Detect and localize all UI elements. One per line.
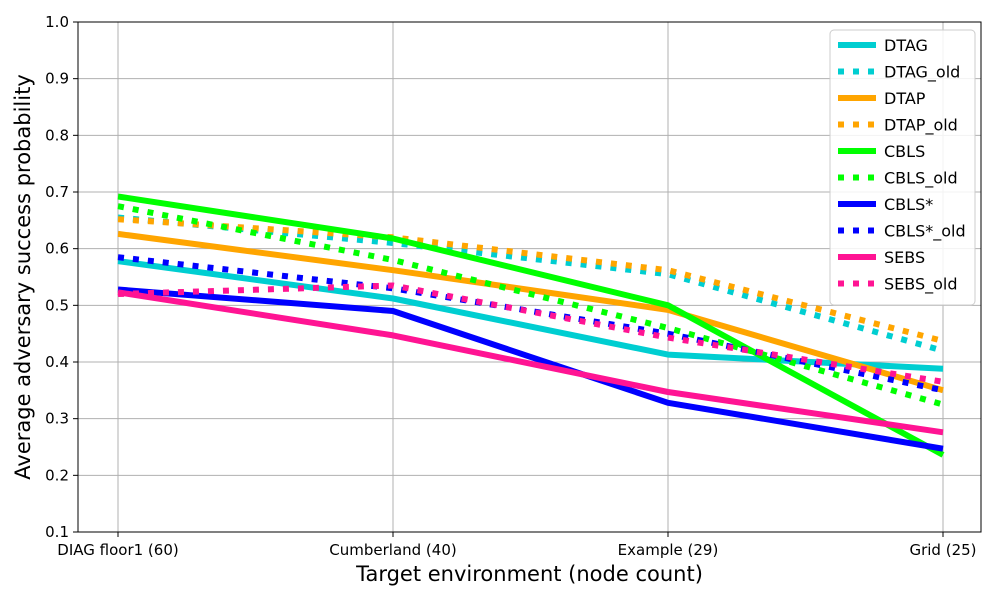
legend-label: CBLS_old bbox=[884, 169, 958, 189]
legend-label: CBLS bbox=[884, 142, 925, 161]
legend-label: DTAG bbox=[884, 36, 928, 55]
x-axis-label: Target environment (node count) bbox=[355, 562, 703, 586]
legend-label: DTAP_old bbox=[884, 116, 958, 136]
plot-frame bbox=[77, 21, 982, 533]
legend-label: DTAP bbox=[884, 89, 926, 108]
series-line-cbls- bbox=[117, 286, 944, 452]
y-tick-label: 0.5 bbox=[45, 296, 69, 314]
legend-label: SEBS_old bbox=[884, 275, 958, 295]
y-tick-label: 0.2 bbox=[45, 466, 69, 484]
series-line-dtap bbox=[117, 230, 944, 394]
series-line-sebs-old bbox=[117, 282, 944, 385]
x-tick-label: Example (29) bbox=[618, 541, 719, 559]
y-tick-label: 0.7 bbox=[45, 183, 69, 201]
legend-label: SEBS bbox=[884, 248, 925, 267]
x-axis-ticks: DIAG floor1 (60) Cumberland (40) Example (… bbox=[57, 532, 977, 559]
y-tick-label: 0.4 bbox=[45, 353, 69, 371]
y-tick-label: 0.3 bbox=[45, 410, 69, 428]
legend-label: CBLS* bbox=[884, 195, 933, 214]
y-tick-label: 0.6 bbox=[45, 240, 69, 258]
y-tick-label: 0.9 bbox=[45, 70, 69, 88]
series-lines bbox=[117, 193, 945, 458]
series-line-cbls-old bbox=[117, 203, 944, 408]
legend-label: DTAG_old bbox=[884, 63, 960, 83]
y-tick-label: 0.8 bbox=[45, 126, 69, 144]
x-tick-label: DIAG floor1 (60) bbox=[57, 541, 178, 559]
y-axis-ticks: 0.1 0.2 0.3 0.4 0.5 0.6 0.7 0.8 0.9 1.0 bbox=[45, 13, 78, 541]
series-line-sebs bbox=[117, 289, 944, 436]
y-tick-label: 1.0 bbox=[45, 13, 69, 31]
y-axis-label: Average adversary success probability bbox=[11, 74, 35, 480]
x-tick-label: Cumberland (40) bbox=[329, 541, 456, 559]
legend-label: CBLS*_old bbox=[884, 222, 966, 242]
legend: DTAG DTAG_old DTAP DTAP_old CBLS CBLS_old CBLS… bbox=[829, 29, 976, 306]
y-tick-label: 0.1 bbox=[45, 523, 69, 541]
x-tick-label: Grid (25) bbox=[909, 541, 976, 559]
series-line-cbls bbox=[117, 193, 945, 458]
series-line-dtap-old bbox=[117, 216, 944, 344]
